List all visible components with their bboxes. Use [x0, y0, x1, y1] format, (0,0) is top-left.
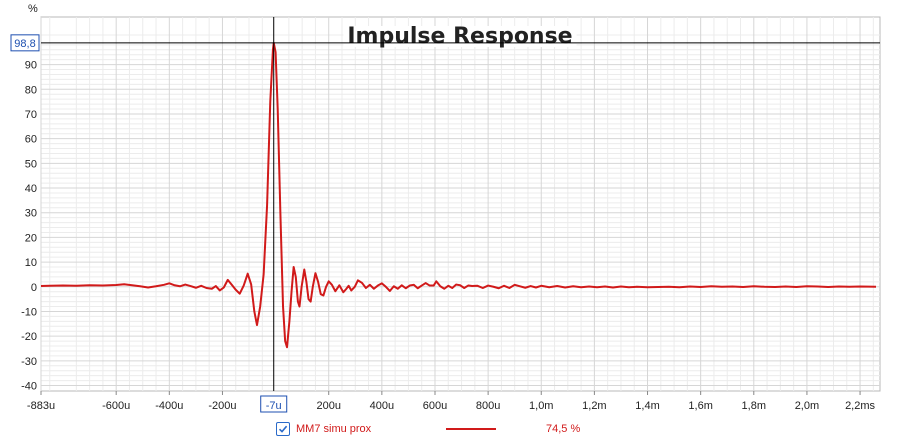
x-tick-label: -400u: [155, 400, 183, 412]
y-tick-label: -10: [21, 306, 37, 318]
legend-series-name: MM7 simu prox: [296, 423, 372, 435]
y-tick-label: 70: [25, 109, 37, 121]
chart-title-background: [343, 26, 577, 47]
y-tick-label: -20: [21, 331, 37, 343]
y-tick-label: 30: [25, 208, 37, 220]
x-tick-label: -200u: [208, 400, 236, 412]
y-tick-label: 40: [25, 183, 37, 195]
y-tick-label: -40: [21, 381, 37, 393]
legend-series-line-swatch: [446, 428, 496, 430]
y-tick-label: 80: [25, 84, 37, 96]
cursor-y-readout: 98,8: [14, 38, 35, 50]
x-tick-label: -883u: [27, 400, 55, 412]
cursor-y-readout-box: [10, 34, 40, 52]
x-tick-label: 2,0m: [795, 400, 819, 412]
y-tick-label: 0: [31, 282, 37, 294]
chart-title: Impulse Response: [347, 24, 572, 49]
chart-title-group: Impulse Response: [343, 24, 577, 49]
x-tick-label: 800u: [476, 400, 500, 412]
legend: MM7 simu prox 74,5 %: [276, 421, 580, 437]
x-tick-label: 1,6m: [688, 400, 712, 412]
cursor-crosshair[interactable]: 98,8 -7u: [10, 17, 880, 413]
x-tick-label: 2,2ms: [845, 400, 875, 412]
x-tick-label: 1,0m: [529, 400, 553, 412]
x-tick-label: 600u: [423, 400, 447, 412]
x-tick-label: -600u: [102, 400, 130, 412]
y-tick-label: -30: [21, 356, 37, 368]
checkmark-icon: [278, 425, 288, 433]
y-tick-label: 20: [25, 232, 37, 244]
x-tick-label: 400u: [370, 400, 394, 412]
x-tick-labels: -883u -600u -400u -200u 200u 400u 600u 800u 1,0m…: [27, 400, 876, 412]
cursor-x-readout-box: [260, 395, 288, 413]
minor-gridlines: [41, 17, 880, 391]
x-tick-label: 200u: [316, 400, 340, 412]
y-tick-labels: -40 -30 -20 -10 0 10 20 30 40 50 60 70 80 90: [21, 60, 37, 393]
y-tick-label: 50: [25, 158, 37, 170]
y-tick-label: 90: [25, 60, 37, 72]
x-tick-label: 1,2m: [582, 400, 606, 412]
x-tick-label: 1,4m: [635, 400, 659, 412]
y-axis-unit-label: %: [28, 3, 38, 15]
cursor-x-readout: -7u: [266, 400, 282, 412]
series-line-mm7-simu-prox: [40, 41, 877, 349]
major-gridlines: [40, 17, 880, 395]
x-tick-label: 1,8m: [742, 400, 766, 412]
series-visibility-checkbox[interactable]: [276, 422, 290, 436]
y-tick-label: 60: [25, 134, 37, 146]
legend-series-value: 74,5 %: [546, 423, 581, 435]
series-layer: [40, 41, 877, 349]
y-tick-label: 10: [25, 257, 37, 269]
